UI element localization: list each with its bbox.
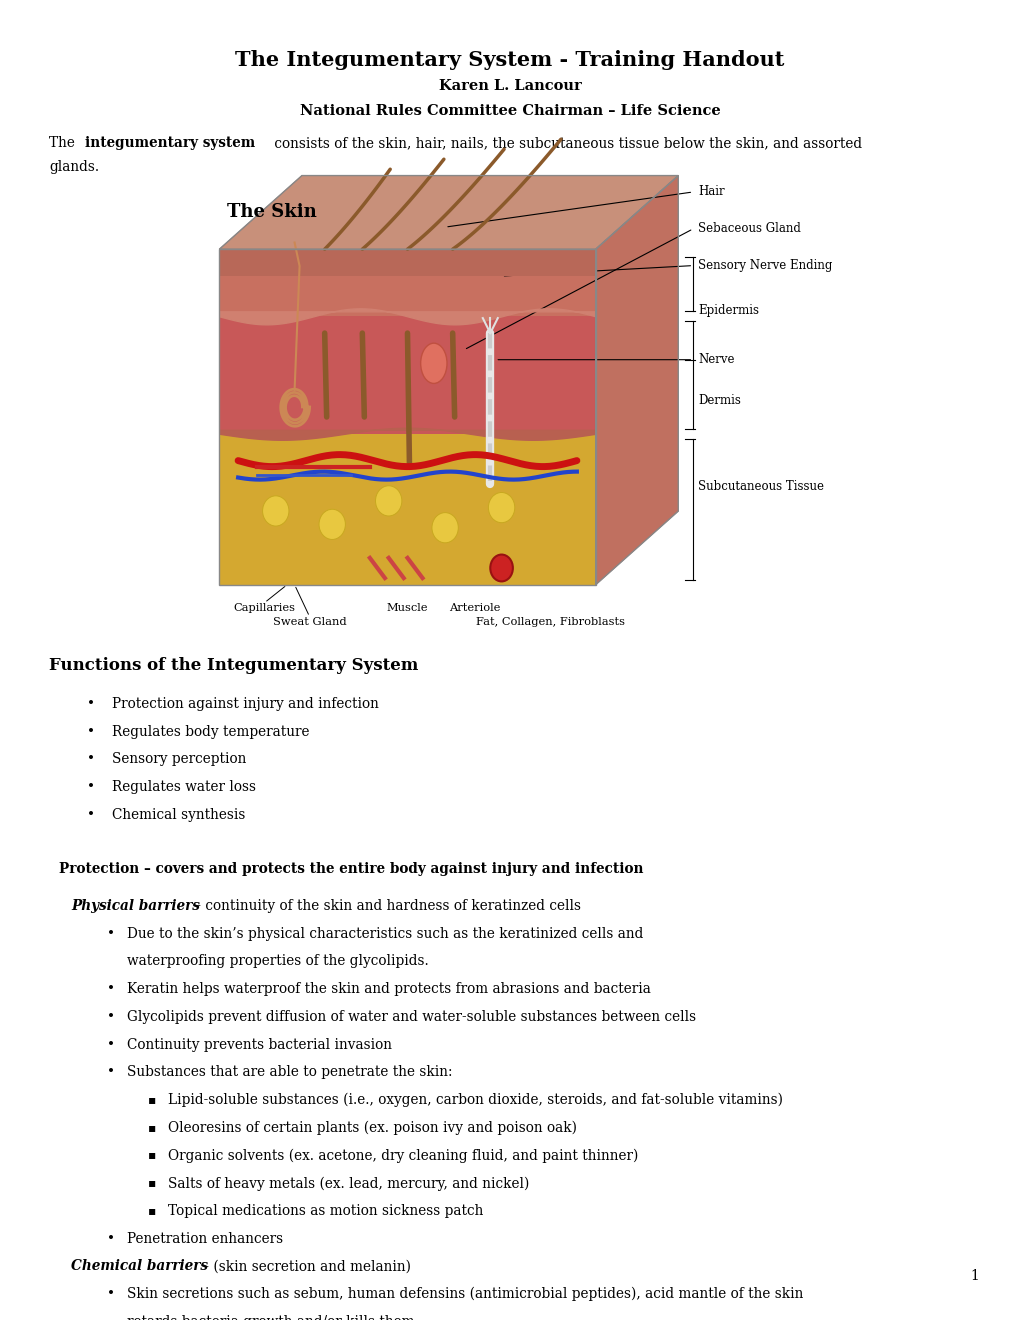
- Polygon shape: [219, 249, 595, 276]
- Text: Fat, Collagen, Fibroblasts: Fat, Collagen, Fibroblasts: [476, 616, 625, 627]
- Text: Sensory Nerve Ending: Sensory Nerve Ending: [698, 259, 832, 272]
- Text: Physical barriers: Physical barriers: [71, 899, 200, 913]
- Text: Regulates water loss: Regulates water loss: [112, 780, 256, 795]
- Text: •: •: [87, 725, 95, 739]
- Text: •: •: [107, 1038, 115, 1052]
- Text: Chemical synthesis: Chemical synthesis: [112, 808, 246, 822]
- Text: Continuity prevents bacterial invasion: Continuity prevents bacterial invasion: [127, 1038, 392, 1052]
- Text: Sweat Gland: Sweat Gland: [272, 616, 346, 627]
- Text: •: •: [107, 1010, 115, 1024]
- Text: Nerve: Nerve: [698, 354, 734, 366]
- Text: ▪: ▪: [148, 1204, 156, 1217]
- Ellipse shape: [488, 492, 515, 523]
- Text: - continuity of the skin and hardness of keratinzed cells: - continuity of the skin and hardness of…: [192, 899, 580, 913]
- Text: ▪: ▪: [148, 1121, 156, 1134]
- Text: Protection – covers and protects the entire body against injury and infection: Protection – covers and protects the ent…: [59, 862, 643, 876]
- Text: Topical medications as motion sickness patch: Topical medications as motion sickness p…: [168, 1204, 483, 1218]
- Ellipse shape: [490, 554, 513, 581]
- Text: waterproofing properties of the glycolipids.: waterproofing properties of the glycolip…: [127, 954, 429, 969]
- Text: Regulates body temperature: Regulates body temperature: [112, 725, 310, 739]
- Text: ▪: ▪: [148, 1093, 156, 1106]
- Text: glands.: glands.: [49, 160, 99, 174]
- Text: retards bacteria growth and/or kills them: retards bacteria growth and/or kills the…: [127, 1315, 415, 1320]
- Polygon shape: [219, 317, 595, 434]
- Text: Due to the skin’s physical characteristics such as the keratinized cells and: Due to the skin’s physical characteristi…: [127, 927, 643, 941]
- Text: Penetration enhancers: Penetration enhancers: [127, 1232, 283, 1246]
- Text: ▪: ▪: [148, 1176, 156, 1189]
- Text: Salts of heavy metals (ex. lead, mercury, and nickel): Salts of heavy metals (ex. lead, mercury…: [168, 1176, 529, 1191]
- Text: Skin secretions such as sebum, human defensins (antimicrobial peptides), acid ma: Skin secretions such as sebum, human def…: [127, 1287, 803, 1302]
- Polygon shape: [219, 434, 595, 585]
- Text: •: •: [87, 752, 95, 767]
- Text: The Integumentary System - Training Handout: The Integumentary System - Training Hand…: [235, 50, 784, 70]
- Text: Organic solvents (ex. acetone, dry cleaning fluid, and paint thinner): Organic solvents (ex. acetone, dry clean…: [168, 1148, 638, 1163]
- Text: Keratin helps waterproof the skin and protects from abrasions and bacteria: Keratin helps waterproof the skin and pr…: [127, 982, 651, 997]
- Ellipse shape: [431, 512, 458, 543]
- Text: 1: 1: [970, 1269, 978, 1283]
- Text: Arteriole: Arteriole: [449, 603, 500, 612]
- Text: Lipid-soluble substances (i.e., oxygen, carbon dioxide, steroids, and fat-solubl: Lipid-soluble substances (i.e., oxygen, …: [168, 1093, 783, 1107]
- Text: Substances that are able to penetrate the skin:: Substances that are able to penetrate th…: [127, 1065, 452, 1080]
- Text: Muscle: Muscle: [386, 603, 428, 612]
- Text: •: •: [87, 808, 95, 822]
- Text: •: •: [87, 780, 95, 795]
- Text: Chemical barriers: Chemical barriers: [71, 1259, 208, 1274]
- Ellipse shape: [262, 496, 288, 527]
- Text: - (skin secretion and melanin): - (skin secretion and melanin): [200, 1259, 411, 1274]
- Text: integumentary system: integumentary system: [85, 136, 255, 150]
- Text: •: •: [107, 1232, 115, 1246]
- Text: •: •: [107, 1065, 115, 1080]
- Text: Glycolipids prevent diffusion of water and water-soluble substances between cell: Glycolipids prevent diffusion of water a…: [127, 1010, 696, 1024]
- Text: Functions of the Integumentary System: Functions of the Integumentary System: [49, 657, 418, 675]
- Text: Epidermis: Epidermis: [698, 304, 758, 317]
- Text: Sebaceous Gland: Sebaceous Gland: [698, 222, 800, 235]
- Text: Karen L. Lancour: Karen L. Lancour: [438, 79, 581, 94]
- Text: •: •: [107, 927, 115, 941]
- Text: •: •: [107, 982, 115, 997]
- Polygon shape: [219, 249, 595, 317]
- Polygon shape: [595, 176, 678, 585]
- Text: Sensory perception: Sensory perception: [112, 752, 247, 767]
- Text: The Skin: The Skin: [226, 203, 316, 222]
- Ellipse shape: [319, 510, 345, 540]
- Text: The: The: [49, 136, 79, 150]
- Text: Capillaries: Capillaries: [233, 603, 296, 612]
- Text: National Rules Committee Chairman – Life Science: National Rules Committee Chairman – Life…: [300, 104, 719, 119]
- Text: Protection against injury and infection: Protection against injury and infection: [112, 697, 379, 711]
- Text: Dermis: Dermis: [698, 395, 741, 407]
- Text: Oleoresins of certain plants (ex. poison ivy and poison oak): Oleoresins of certain plants (ex. poison…: [168, 1121, 577, 1135]
- Text: •: •: [107, 1287, 115, 1302]
- Ellipse shape: [420, 343, 446, 383]
- Text: consists of the skin, hair, nails, the subcutaneous tissue below the skin, and a: consists of the skin, hair, nails, the s…: [270, 136, 862, 150]
- Text: ▪: ▪: [148, 1148, 156, 1162]
- Polygon shape: [219, 176, 678, 249]
- Text: Hair: Hair: [698, 185, 725, 198]
- Text: •: •: [87, 697, 95, 711]
- Ellipse shape: [375, 486, 401, 516]
- Text: Subcutaneous Tissue: Subcutaneous Tissue: [698, 480, 823, 494]
